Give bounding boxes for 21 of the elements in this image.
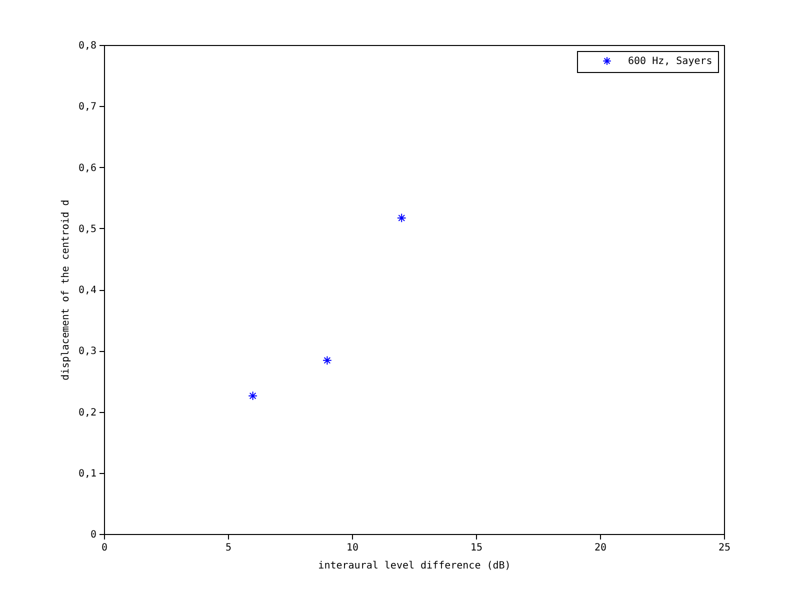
y-tick-label: 0,2: [78, 407, 96, 418]
y-tick-label: 0,4: [78, 285, 96, 296]
legend-label: 600 Hz, Sayers: [628, 56, 712, 67]
x-tick-label: 20: [594, 542, 607, 554]
point: [248, 391, 258, 401]
x-tick-label: 25: [718, 542, 731, 554]
y-tick-label: 0,7: [78, 102, 96, 113]
y-tick-label: 0,3: [78, 346, 96, 358]
y-tick-label: 0,6: [78, 162, 96, 174]
x-tick-label: 0: [101, 542, 108, 554]
y-tick-label: 0,8: [78, 40, 96, 52]
y-tick-label: 0,5: [78, 224, 96, 235]
y-axis-title: displacement of the centroid d: [60, 200, 72, 380]
point: [396, 213, 406, 223]
x-tick-label: 5: [225, 542, 232, 554]
x-tick-label: 15: [470, 542, 483, 554]
point: [322, 356, 332, 366]
y-tick-label: 0: [90, 530, 96, 540]
x-axis-title: interaural level difference (dB): [318, 560, 511, 572]
x-tick-label: 10: [346, 542, 359, 554]
y-tick-label: 0,1: [78, 468, 96, 480]
